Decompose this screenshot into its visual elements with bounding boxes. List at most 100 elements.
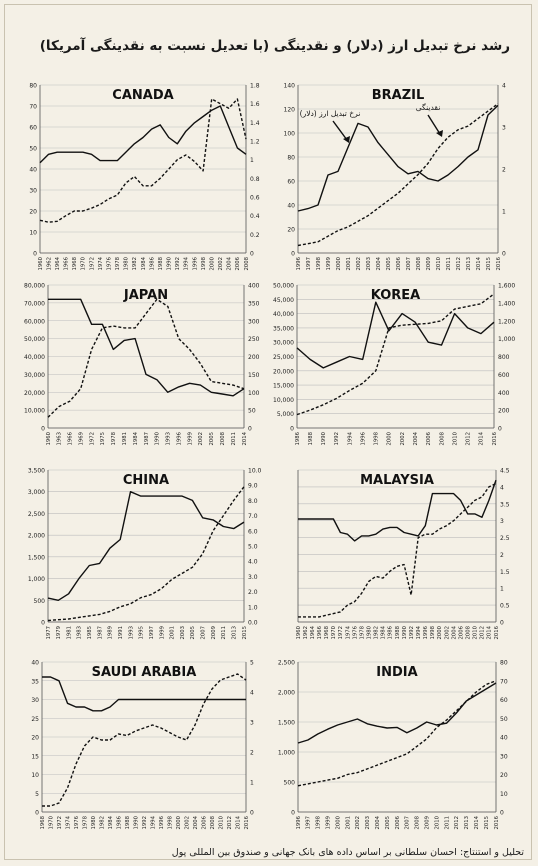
x-tick-label: 1968 (72, 256, 78, 270)
x-tick-label: 2006 (426, 431, 432, 445)
y-tick-label: 50 (29, 146, 37, 153)
x-tick-label: 2010 (452, 431, 458, 445)
y-tick-label: 80 (287, 155, 295, 162)
y2-tick-label: 800 (498, 354, 510, 361)
y2-tick-label: 3.0 (248, 574, 258, 581)
y-tick-label: 60,000 (24, 318, 45, 325)
x-tick-label: 2010 (473, 625, 479, 639)
y2-tick-label: 400 (248, 283, 260, 290)
y-tick-label: 1,500 (28, 554, 45, 561)
x-tick-label: 2003 (366, 257, 372, 270)
series-line-liquidity (47, 298, 245, 418)
y-tick-label: 80,000 (24, 283, 45, 290)
y2-tick-label: 10.0 (248, 468, 262, 475)
x-tick-label: 2014 (479, 431, 485, 445)
x-tick-label: 1987 (97, 626, 103, 639)
x-tick-label: 1996 (360, 431, 366, 445)
y2-tick-label: 50 (500, 716, 508, 723)
y-tick-label: 0 (33, 251, 37, 258)
y-tick-label: 70 (29, 104, 37, 111)
x-tick-label: 1996 (192, 256, 198, 270)
x-tick-label: 1988 (158, 256, 164, 270)
series-line-liquidity (42, 673, 247, 807)
x-tick-label: 2011 (231, 432, 237, 445)
y2-tick-label: 0.0 (248, 620, 258, 627)
x-tick-label: 2004 (227, 256, 233, 270)
x-tick-label: 2009 (426, 257, 432, 270)
x-tick-label: 2012 (454, 816, 460, 829)
y-tick-label: 40 (287, 203, 295, 210)
y2-tick-label: 2 (250, 750, 254, 757)
chart-title: JAPAN (123, 288, 168, 303)
x-tick-label: 2009 (425, 816, 431, 829)
y-tick-label: 2,000 (278, 690, 295, 697)
x-tick-label: 1986 (388, 625, 394, 639)
y2-tick-label: 4 (500, 484, 504, 491)
x-tick-label: 1994 (184, 256, 190, 270)
x-tick-label: 2007 (201, 626, 207, 639)
x-tick-label: 1986 (149, 256, 155, 270)
x-tick-label: 1998 (374, 431, 380, 445)
x-tick-label: 1998 (167, 815, 173, 829)
y2-tick-label: 1.2 (250, 139, 260, 146)
x-tick-label: 1987 (144, 432, 150, 445)
y-tick-label: 80 (29, 83, 37, 90)
y2-tick-label: 2.5 (500, 535, 510, 542)
x-tick-label: 1976 (74, 815, 80, 829)
y-tick-label: 0 (291, 251, 295, 258)
y-tick-label: 500 (284, 780, 296, 787)
y-tick-label: 30 (31, 697, 39, 704)
x-tick-label: 2016 (496, 256, 502, 270)
x-tick-label: 2011 (444, 816, 450, 829)
chart-japan: 0 10,000 20,000 30,000 40,000 50,000 60,000 70,… (24, 283, 260, 446)
series-line-liquidity (297, 103, 499, 247)
y2-tick-label: 250 (248, 336, 260, 343)
x-tick-label: 1960 (38, 256, 44, 270)
x-tick-label: 2004 (413, 431, 419, 445)
x-tick-label: 1972 (57, 816, 63, 829)
y2-tick-label: 4.5 (500, 468, 510, 475)
x-tick-label: 2004 (375, 815, 381, 829)
x-tick-label: 2010 (218, 815, 224, 829)
x-tick-label: 1982 (99, 816, 105, 829)
x-tick-label: 2015 (242, 626, 248, 639)
annotation-label: نقدینگی (416, 103, 441, 112)
y-tick-label: 60 (29, 125, 37, 132)
x-tick-label: 1970 (48, 815, 54, 829)
y-tick-label: 100 (284, 131, 296, 138)
x-tick-label: 2003 (365, 816, 371, 829)
y-tick-label: 3,500 (28, 468, 45, 475)
x-tick-label: 1998 (316, 256, 322, 270)
y2-tick-label: 0 (500, 620, 504, 627)
x-tick-label: 1970 (81, 256, 87, 270)
x-tick-label: 1990 (133, 815, 139, 829)
x-tick-label: 2010 (436, 256, 442, 270)
y2-tick-label: 1 (502, 209, 506, 216)
x-tick-label: 1980 (91, 815, 97, 829)
series-line-exchange-rate (42, 676, 246, 712)
x-tick-label: 1986 (116, 815, 122, 829)
y-tick-label: 20 (31, 735, 39, 742)
x-tick-label: 2008 (439, 431, 445, 445)
x-tick-label: 1999 (187, 432, 193, 445)
y2-tick-label: 1,000 (498, 336, 515, 343)
x-tick-label: 2006 (201, 815, 207, 829)
x-tick-label: 2005 (386, 257, 392, 270)
x-tick-label: 1963 (57, 432, 63, 445)
x-tick-label: 1978 (359, 625, 365, 639)
x-tick-label: 1978 (111, 431, 117, 445)
series-line-liquidity (296, 293, 495, 416)
annotation-arrow (332, 120, 348, 141)
x-tick-label: 1994 (347, 431, 353, 445)
series-line-exchange-rate (39, 105, 247, 164)
x-tick-label: 1966 (68, 431, 74, 445)
x-tick-label: 1992 (175, 257, 181, 270)
y-tick-label: 40 (29, 167, 37, 174)
y2-tick-label: 7.0 (248, 513, 258, 520)
x-tick-label: 2000 (336, 256, 342, 270)
series-line-liquidity (47, 486, 245, 622)
x-tick-label: 1980 (124, 256, 130, 270)
x-tick-label: 1986 (295, 431, 301, 445)
